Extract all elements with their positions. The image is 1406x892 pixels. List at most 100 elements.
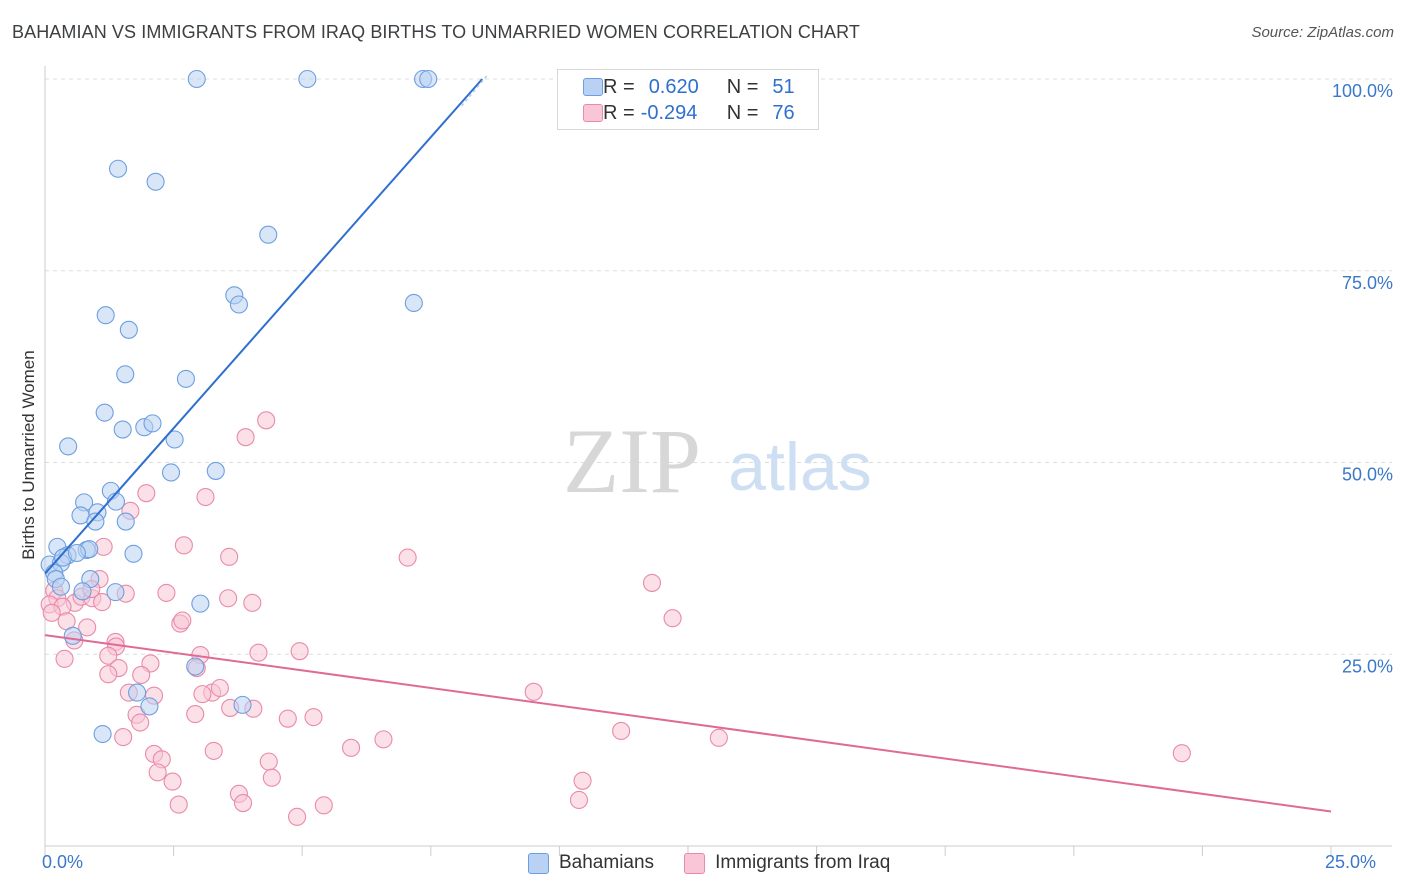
iraq-point (612, 721, 631, 741)
bahamian-point (128, 683, 147, 702)
iraq-point (220, 547, 239, 566)
iraq-point (290, 642, 309, 661)
gridlines (45, 78, 1392, 655)
stats-legend: R = 0.620 N = 51 R = -0.294 N = 76 (557, 69, 819, 130)
iraq-point (132, 665, 151, 685)
series-legend: Bahamians Immigrants from Iraq (528, 852, 920, 874)
bahamian-point (191, 594, 210, 613)
bahamian-point (298, 69, 317, 89)
bahamian-point (106, 583, 125, 602)
y-tick-label: 50.0% (1342, 465, 1393, 485)
legend-r-label: R = (603, 101, 635, 124)
legend-label-bahamians: Bahamians (559, 852, 655, 873)
legend-r-value: -0.294 (640, 101, 698, 124)
bahamians-trendline-extension (461, 74, 488, 107)
bahamian-point (86, 512, 105, 531)
legend-r-label: R = (603, 75, 635, 98)
iraq-point (137, 484, 156, 503)
iraq-point (524, 682, 543, 701)
iraq-point (78, 618, 97, 637)
iraq-point (114, 728, 133, 747)
watermark-zip: ZIP (563, 410, 701, 512)
legend-item-bahamians[interactable]: Bahamians (528, 852, 654, 874)
legend-swatch-blue (528, 852, 549, 874)
bahamian-point (161, 463, 181, 482)
bahamian-point (206, 461, 225, 480)
source-label: Source: ZipAtlas.com (1251, 24, 1394, 41)
iraq-point (569, 790, 588, 810)
iraq-point (219, 589, 238, 608)
bahamian-point (140, 697, 159, 716)
iraq-point (157, 583, 176, 602)
legend-swatch-pink (684, 852, 706, 874)
iraq-point (304, 708, 323, 727)
bahamian-point (176, 369, 195, 388)
legend-item-iraq[interactable]: Immigrants from Iraq (684, 852, 890, 874)
iraq-point (186, 705, 205, 724)
trendlines (44, 74, 1332, 813)
y-axis-label: Births to Unmarried Women (19, 350, 38, 560)
bahamian-point (63, 626, 82, 645)
iraq-point (663, 609, 682, 628)
iraq-point (259, 752, 278, 771)
bahamian-point (229, 295, 248, 314)
bahamian-point (116, 365, 135, 384)
iraq-point (288, 807, 307, 826)
iraq-point (55, 649, 74, 668)
bahamian-point (116, 512, 135, 531)
bahamian-point (113, 420, 132, 439)
iraq-point (148, 763, 167, 782)
iraq-point (169, 795, 188, 814)
bahamian-point (59, 437, 78, 456)
iraq-point (262, 768, 281, 787)
legend-r-value: 0.620 (648, 75, 699, 98)
bahamian-point (143, 414, 162, 433)
iraq-point (99, 646, 118, 665)
iraq-point (642, 573, 662, 592)
axes (44, 66, 1392, 856)
iraq-point (196, 487, 215, 507)
legend-n-value: 51 (772, 75, 795, 98)
iraq-point (249, 643, 268, 662)
y-tick-label: 75.0% (1342, 273, 1393, 293)
bahamian-point (187, 69, 206, 89)
bahamian-point (119, 320, 138, 339)
iraq-point (193, 685, 212, 704)
legend-row-bahamians: R = 0.620 N = 51 (583, 75, 795, 99)
bahamian-point (146, 172, 165, 191)
bahamian-point (404, 293, 423, 313)
iraq-point (314, 796, 333, 815)
bahamian-point (186, 657, 205, 676)
bahamian-point (51, 577, 70, 596)
iraq-point (236, 428, 255, 447)
iraq-point (1172, 744, 1191, 763)
bahamian-point (108, 159, 128, 178)
bahamian-point (93, 724, 112, 744)
legend-swatch-blue (583, 78, 603, 96)
iraq-point (342, 738, 361, 757)
series-bahamians-points (40, 69, 438, 744)
iraq-point (163, 772, 182, 791)
iraq-point (278, 709, 297, 728)
x-tick-label-min: 0.0% (42, 852, 84, 872)
y-tick-label: 25.0% (1342, 656, 1393, 676)
bahamian-point (96, 306, 115, 325)
y-tick-labels: 25.0% 50.0% 75.0% 100.0% (1332, 81, 1393, 676)
iraq-point (709, 728, 728, 747)
iraq-trendline (44, 634, 1332, 813)
chart-title: BAHAMIAN VS IMMIGRANTS FROM IRAQ BIRTHS … (12, 22, 861, 42)
legend-n-label: N = (726, 75, 759, 98)
legend-n-value: 76 (772, 101, 795, 124)
iraq-point (210, 678, 229, 698)
bahamian-point (419, 69, 438, 89)
x-tick-label-max: 25.0% (1325, 852, 1377, 872)
bahamian-point (67, 543, 86, 563)
iraq-point (131, 713, 150, 732)
bahamian-point (233, 695, 252, 714)
iraq-point (204, 741, 223, 760)
bahamian-point (95, 403, 114, 422)
iraq-point (243, 593, 262, 612)
iraq-point (374, 730, 393, 749)
legend-label-iraq: Immigrants from Iraq (715, 852, 891, 873)
